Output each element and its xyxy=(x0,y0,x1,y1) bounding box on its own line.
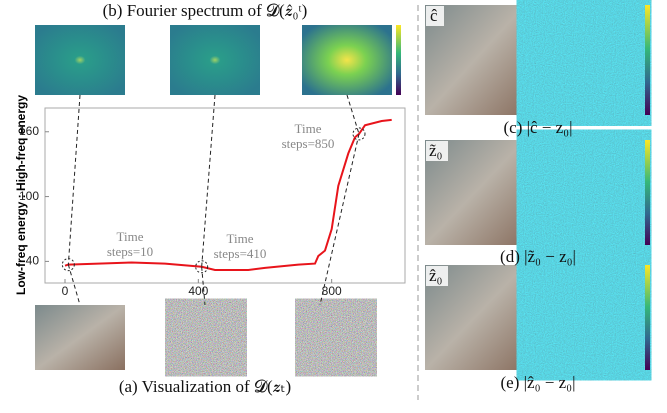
image-label: ĉ xyxy=(430,6,438,25)
y-tick-label: 160 xyxy=(19,124,39,138)
colorbar xyxy=(645,140,650,245)
y-tick-label: 40 xyxy=(26,254,40,268)
spectrum-image xyxy=(35,25,125,95)
y-tick-label: 100 xyxy=(19,189,39,203)
image-label: z̃₀ xyxy=(429,141,443,160)
image-label: ẑ₀ xyxy=(429,266,443,285)
connector xyxy=(68,265,80,305)
error-map xyxy=(528,5,640,115)
caption: (a) Visualization of 𝓓(𝒛ₜ) xyxy=(119,377,291,396)
x-tick-label: 400 xyxy=(188,284,208,298)
spectrum-image xyxy=(170,25,260,95)
noisy-image xyxy=(172,305,240,370)
noisy-image xyxy=(302,305,370,370)
right-panels: ĉ z̃₀ ẑ₀ (c) |ĉ − z₀| (d) |z̃₀ − z₀| (e)… xyxy=(425,5,650,392)
caption: (d) |z̃₀ − z₀| xyxy=(500,247,576,266)
connector xyxy=(320,134,359,305)
spectrum-image xyxy=(302,25,392,95)
x-tick-label: 0 xyxy=(62,284,69,298)
image xyxy=(35,305,125,370)
connector xyxy=(202,95,215,267)
colorbar xyxy=(645,265,650,370)
error-map xyxy=(528,140,640,245)
figure: ĉ z̃₀ ẑ₀ (c) |ĉ − z₀| (d) |z̃₀ − z₀| (e)… xyxy=(0,0,667,408)
error-map xyxy=(528,265,640,370)
caption: (e) |ẑ₀ − z₀| xyxy=(501,373,576,392)
caption: (c) |ĉ − z₀| xyxy=(503,118,572,137)
colorbar xyxy=(396,25,401,95)
caption: (b) Fourier spectrum of 𝓓(𝒛̂₀ᵗ) xyxy=(103,1,308,20)
colorbar xyxy=(645,5,650,115)
connector xyxy=(68,95,80,265)
